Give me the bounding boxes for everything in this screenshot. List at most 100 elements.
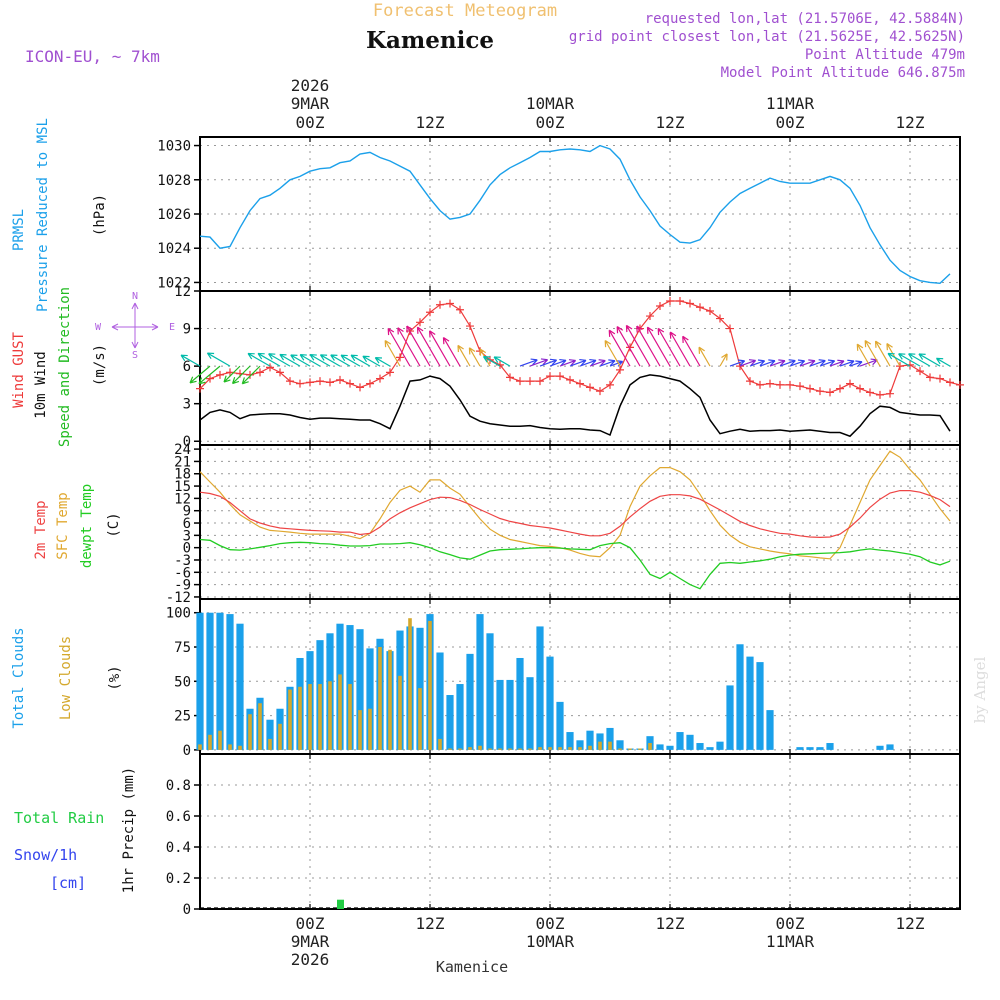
y-tick-label: 0 xyxy=(183,902,191,918)
low-cloud-bar xyxy=(268,738,272,750)
low-cloud-bar xyxy=(248,714,252,750)
pressure-panel: PRMSL Pressure Reduced to MSL (hPa) 1022… xyxy=(11,118,961,312)
wind-direction-arrow xyxy=(519,358,538,367)
wind-direction-arrow xyxy=(839,359,855,367)
rain-label: Total Rain xyxy=(14,809,104,827)
gust-marker xyxy=(676,297,684,306)
wind-direction-arrow xyxy=(416,326,441,367)
wind-direction-arrow xyxy=(604,339,621,367)
low-cloud-bar xyxy=(538,747,542,750)
y-tick-label: 25 xyxy=(174,709,191,725)
gust-marker xyxy=(516,377,524,386)
bottom-time-label: 00Z xyxy=(296,914,325,933)
total-cloud-bar xyxy=(356,629,364,750)
bottom-time-label: 12Z xyxy=(416,914,445,933)
top-date-label: 11MAR xyxy=(766,94,815,113)
y-tick-label: 6 xyxy=(183,359,191,375)
chart-subtitle: Forecast Meteogram xyxy=(373,1,557,21)
low-cloud-bar xyxy=(358,710,362,750)
wind-direction-arrow xyxy=(849,360,863,368)
gust-marker xyxy=(736,362,744,371)
wind-direction-arrow xyxy=(874,340,891,367)
wind-direction-arrow xyxy=(257,352,281,367)
total-cloud-bar xyxy=(536,626,544,750)
gust-marker xyxy=(376,374,384,383)
wind-direction-arrow xyxy=(657,327,681,367)
wind-direction-arrow xyxy=(299,354,321,367)
low-cloud-bar xyxy=(498,748,502,750)
wind-direction-arrow xyxy=(241,365,261,385)
gust-marker xyxy=(856,384,864,393)
gust-marker xyxy=(726,324,734,333)
total-cloud-bar xyxy=(496,679,504,750)
wind-direction-arrow xyxy=(646,326,671,367)
wind-direction-arrow xyxy=(223,365,241,383)
wind-direction-arrow xyxy=(789,359,806,367)
gust-marker xyxy=(646,312,654,321)
gust-marker xyxy=(796,382,804,391)
snow-label: Snow/1h xyxy=(14,846,77,864)
temperature-panel: 2m Temp SFC Temp dewpt Temp (C) -12-9-6-… xyxy=(33,442,961,606)
total-cloud-bar xyxy=(606,727,614,750)
gust-marker xyxy=(666,297,674,306)
bottom-year-label: 2026 xyxy=(291,950,330,969)
y-tick-label: -3 xyxy=(174,553,191,569)
low-cloud-bar xyxy=(438,738,442,750)
footer-location: Kamenice xyxy=(436,958,508,976)
cm-label: [cm] xyxy=(50,874,86,892)
wind-direction-arrow xyxy=(886,343,901,367)
low-cloud-bar xyxy=(228,744,232,750)
compass-rose: N S W E xyxy=(95,291,175,361)
wind-direction-arrow xyxy=(247,352,271,367)
low-cloud-bar xyxy=(378,647,382,750)
low-cloud-bar xyxy=(278,723,282,750)
total-cloud-bar xyxy=(686,734,694,750)
total-cloud-bar xyxy=(656,744,664,750)
top-time-label: 00Z xyxy=(536,113,565,132)
total-cloud-bar xyxy=(816,747,824,750)
gust-marker xyxy=(876,390,884,399)
credit-label: by Angel xyxy=(971,656,989,723)
wind-direction-arrow xyxy=(799,359,816,367)
y-tick-label: 3 xyxy=(183,397,191,413)
low-cloud-bar xyxy=(548,747,552,750)
gust-marker xyxy=(766,379,774,388)
wind-direction-arrow xyxy=(829,359,845,367)
gust-marker xyxy=(336,375,344,384)
top-time-label: 12Z xyxy=(656,113,685,132)
wind-direction-arrow xyxy=(729,359,746,367)
t2m-line xyxy=(199,490,951,539)
wind-ylabel: (m/s) xyxy=(92,344,108,386)
gust-marker xyxy=(246,370,254,379)
wind-direction-arrow xyxy=(636,325,661,367)
low-cloud-bar xyxy=(568,747,572,750)
sfc-label: SFC Temp xyxy=(55,492,71,559)
gust-marker xyxy=(536,377,544,386)
gust-marker xyxy=(256,368,264,377)
total-cloud-bar xyxy=(196,612,204,750)
gust-marker xyxy=(716,314,724,323)
gust-marker xyxy=(426,308,434,317)
total-cloud-bar xyxy=(576,740,584,750)
low-cloud-bar xyxy=(318,684,322,750)
wind-direction-arrow xyxy=(384,339,401,367)
cloud-panel: Total Clouds Low Clouds (%) 0 25 50 75 100 xyxy=(11,598,961,759)
gust-marker xyxy=(786,380,794,389)
total-cloud-bar xyxy=(216,612,224,750)
y-tick-label: 3 xyxy=(183,528,191,544)
gust-marker xyxy=(696,303,704,312)
gust-marker xyxy=(946,378,954,387)
low-cloud-bar xyxy=(618,748,622,750)
gust-marker xyxy=(436,300,444,309)
wind-direction-arrow xyxy=(340,354,361,367)
gust-marker xyxy=(556,372,564,381)
top-time-label: 12Z xyxy=(896,113,925,132)
wind-direction-arrow xyxy=(759,359,776,367)
temp-ylabel: (C) xyxy=(106,512,122,537)
low-cloud-bar xyxy=(208,734,212,750)
total-cloud-bar xyxy=(696,743,704,750)
gust-marker xyxy=(506,373,514,382)
gust-marker xyxy=(596,387,604,396)
total-cloud-bar xyxy=(466,653,474,750)
